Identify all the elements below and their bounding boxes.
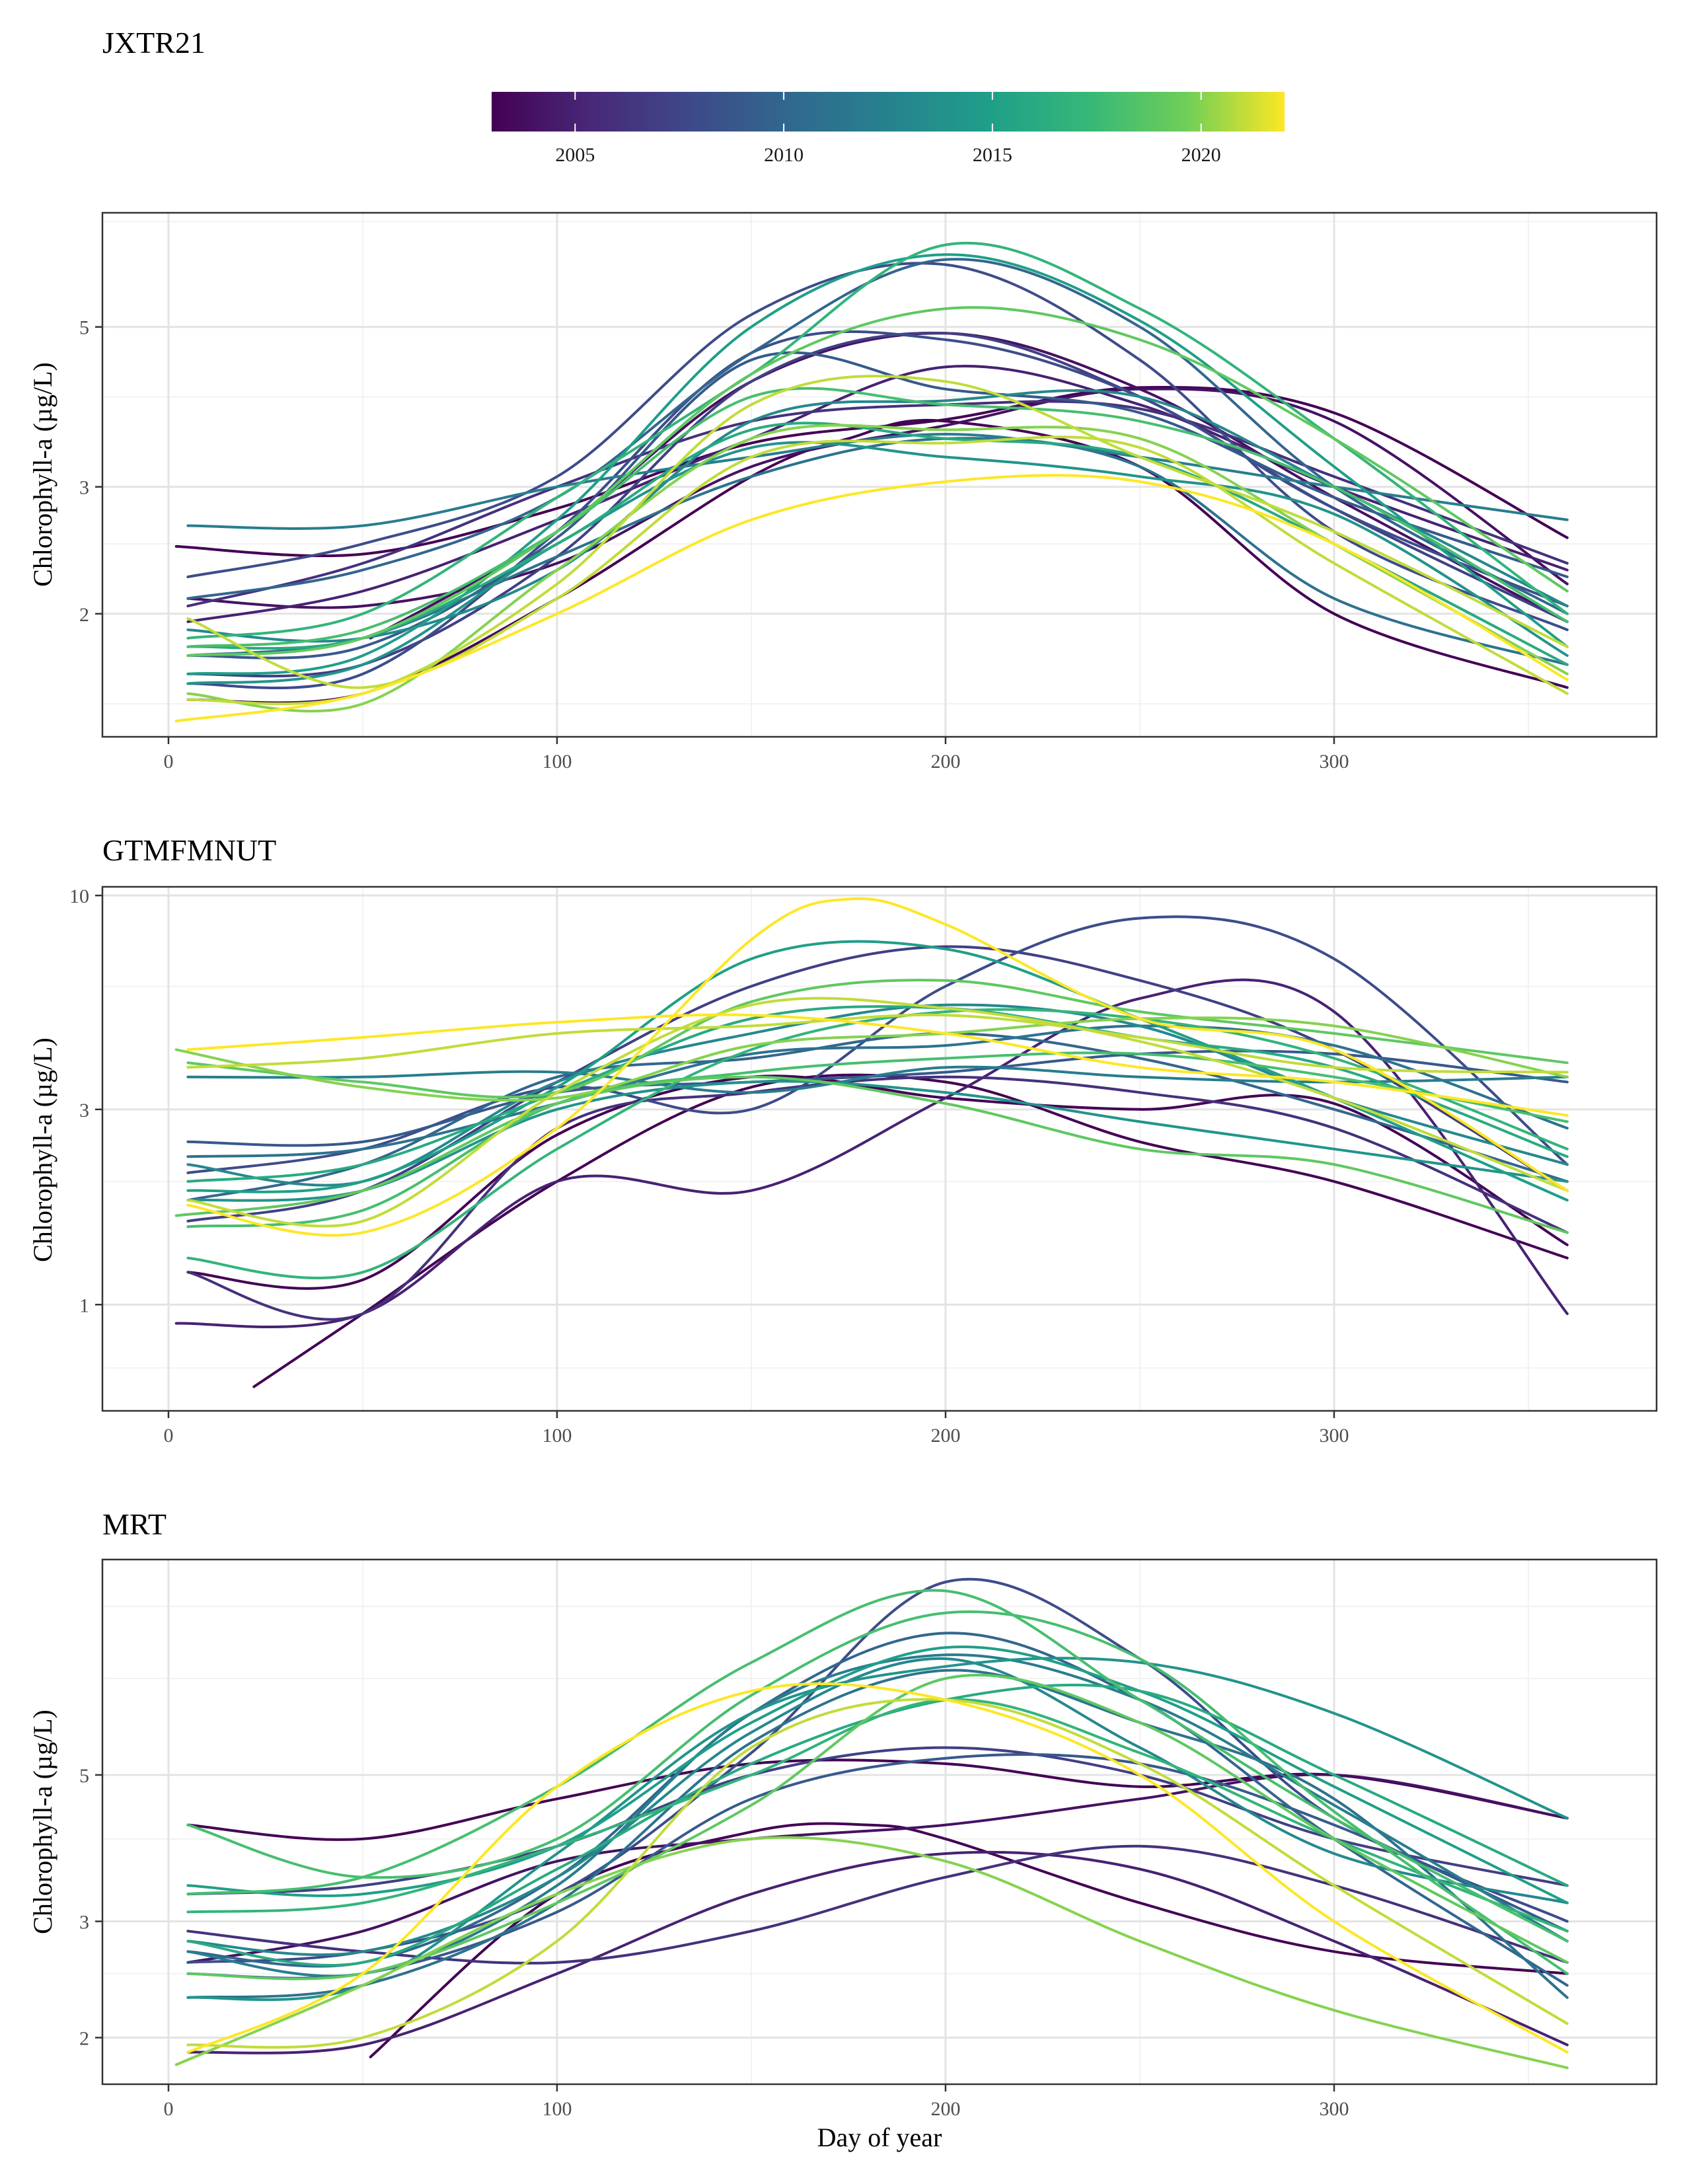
series-line <box>186 1698 1569 2049</box>
series-line <box>186 306 1569 658</box>
series-line <box>186 1049 1569 1147</box>
y-axis-ticks: 2 3 5 <box>79 1765 102 2049</box>
y-tick-label: 3 <box>79 1100 89 1121</box>
x-tick-label: 200 <box>930 751 960 772</box>
series-line <box>186 915 1569 1174</box>
series-line <box>186 1065 1569 1094</box>
series-line <box>186 1032 1569 1202</box>
series-line <box>186 979 1569 1099</box>
series-line <box>186 1589 1569 1943</box>
y-axis-label: Chlorophyll-a (µg/L) <box>28 362 57 587</box>
series-line <box>186 1844 1569 1965</box>
series-line <box>252 1073 1569 1388</box>
x-axis-ticks: 0 100 200 300 <box>163 1411 1349 1447</box>
x-tick-label: 0 <box>163 751 173 772</box>
y-tick-label: 5 <box>79 317 89 339</box>
series-lines <box>174 897 1569 1388</box>
colorbar-ticks: 2005 2010 2015 2020 <box>555 92 1221 166</box>
series-lines <box>174 1577 1569 2070</box>
panel-title: GTMFMNUT <box>102 833 276 867</box>
series-line <box>186 441 1569 685</box>
x-tick-label: 0 <box>163 2098 173 2120</box>
series-line <box>186 1673 1569 1980</box>
series-line <box>186 375 1569 705</box>
series-line <box>186 1024 1569 1158</box>
series-line <box>186 1645 1569 1904</box>
series-line <box>174 1016 1569 1102</box>
y-tick-label: 10 <box>69 885 89 907</box>
panel-border <box>101 211 1658 738</box>
series-line <box>174 474 1569 723</box>
panel-jxtr21: JXTR21 Chlorophyll-a (µg/L) 0 100 200 300 2 3… <box>28 26 1658 772</box>
x-axis-ticks: 0 100 200 300 <box>163 737 1349 772</box>
series-line <box>186 1850 1569 2054</box>
grid-lines <box>102 213 1657 737</box>
series-line <box>174 1836 1569 2070</box>
colorbar-gradient <box>492 92 1285 132</box>
y-axis-ticks: 1 3 10 <box>69 885 102 1316</box>
series-line <box>186 387 1569 609</box>
x-tick-label: 0 <box>163 1425 173 1447</box>
x-tick-label: 200 <box>930 1425 960 1447</box>
colorbar-tick-label: 2015 <box>973 144 1012 166</box>
series-line <box>186 1683 1569 1967</box>
x-tick-label: 300 <box>1319 1425 1349 1447</box>
x-tick-label: 100 <box>542 2098 572 2120</box>
series-line <box>186 1773 1569 1964</box>
panel-mrt: MRT Chlorophyll-a (µg/L) 0 100 200 300 2 3 5 <box>28 1507 1658 2120</box>
x-axis-ticks: 0 100 200 300 <box>163 2084 1349 2120</box>
series-line <box>186 1610 1569 1975</box>
x-tick-label: 300 <box>1319 2098 1349 2120</box>
colorbar-tick-label: 2005 <box>555 144 595 166</box>
series-line <box>186 1746 1569 1896</box>
y-tick-label: 1 <box>79 1295 89 1316</box>
series-line <box>186 1632 1569 1987</box>
series-lines <box>174 241 1569 723</box>
x-tick-label: 300 <box>1319 751 1349 772</box>
panel-title: JXTR21 <box>102 26 206 59</box>
series-line <box>174 978 1569 1329</box>
y-tick-label: 2 <box>79 604 89 626</box>
x-tick-label: 100 <box>542 751 572 772</box>
panel-title: MRT <box>102 1507 167 1541</box>
panel-border <box>101 1558 1658 2086</box>
panel-border <box>101 885 1658 1412</box>
series-line <box>186 435 1569 695</box>
series-line <box>186 1577 1569 1964</box>
series-line <box>174 386 1569 558</box>
series-line <box>186 424 1569 713</box>
series-line <box>186 387 1569 648</box>
panel-gtmfmnut: GTMFMNUT Chlorophyll-a (µg/L) 0 100 200 300… <box>28 833 1658 1447</box>
series-line <box>186 365 1569 623</box>
series-line <box>186 253 1569 675</box>
series-line <box>174 1075 1569 1234</box>
series-line <box>186 1682 1569 2054</box>
y-tick-label: 3 <box>79 1912 89 1934</box>
colorbar-tick-label: 2020 <box>1181 144 1221 166</box>
series-line <box>186 997 1569 1228</box>
y-tick-label: 2 <box>79 2027 89 2049</box>
series-line <box>186 897 1569 1237</box>
y-tick-label: 5 <box>79 1765 89 1787</box>
series-line <box>186 351 1569 659</box>
y-axis-ticks: 2 3 5 <box>79 317 102 626</box>
series-line <box>186 1013 1569 1117</box>
colorbar-tick-label: 2010 <box>764 144 804 166</box>
series-line <box>186 400 1569 608</box>
y-tick-label: 3 <box>79 477 89 499</box>
colorbar-legend: 2005 2010 2015 2020 <box>492 92 1285 166</box>
series-line <box>186 1051 1569 1228</box>
x-axis-label: Day of year <box>817 2123 942 2152</box>
series-line <box>186 1657 1569 1957</box>
series-line <box>186 1013 1569 1074</box>
x-tick-label: 200 <box>930 2098 960 2120</box>
grid-lines <box>102 1560 1657 2084</box>
y-axis-label: Chlorophyll-a (µg/L) <box>28 1710 57 1934</box>
y-axis-label: Chlorophyll-a (µg/L) <box>28 1037 57 1262</box>
x-tick-label: 100 <box>542 1425 572 1447</box>
